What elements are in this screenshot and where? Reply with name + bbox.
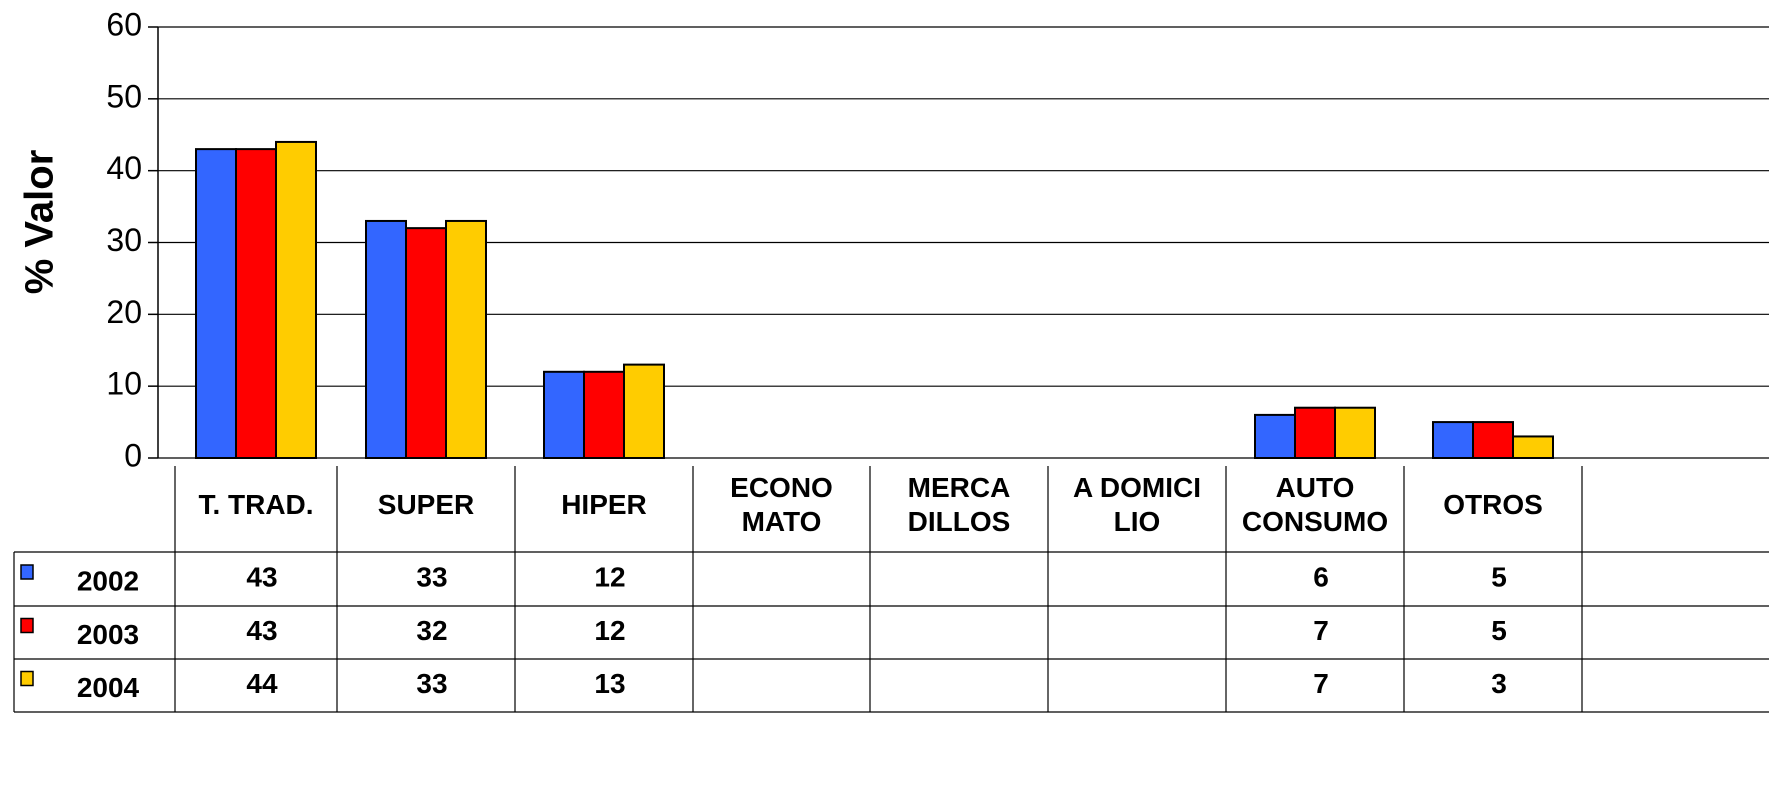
bar [235, 148, 277, 459]
x-tick-label: HIPER [561, 489, 647, 520]
table-value: 33 [416, 668, 447, 699]
y-tick-label: 60 [106, 6, 142, 42]
legend-swatch [20, 564, 34, 580]
y-tick-label: 10 [106, 366, 142, 402]
x-tick-label: SUPER [377, 489, 475, 520]
table-value: 7 [1313, 615, 1329, 646]
legend-swatch [20, 617, 34, 634]
table-value: 43 [246, 615, 277, 646]
bar [365, 219, 407, 459]
bar [1512, 435, 1554, 460]
table-value: 7 [1313, 668, 1329, 699]
bar [543, 370, 585, 459]
bar [1432, 421, 1474, 460]
y-axis-title: % Valor [18, 150, 62, 295]
table-value: 32 [416, 615, 447, 646]
y-tick-label: 0 [124, 437, 142, 473]
table-value: 44 [246, 668, 278, 699]
y-tick-label: 20 [106, 294, 142, 330]
bar [1294, 406, 1336, 460]
bar [275, 140, 317, 460]
table-value: 5 [1491, 615, 1507, 646]
bar [195, 148, 237, 459]
x-tick-label: A DOMICI LIO [1072, 472, 1202, 537]
x-tick-label: T. TRAD. [198, 489, 314, 520]
y-tick-label: 40 [106, 150, 142, 186]
x-tick-label: ECONO MATO [730, 472, 833, 537]
table-value: 3 [1491, 668, 1507, 699]
bar [623, 363, 665, 459]
bar [1472, 421, 1514, 460]
bar [1334, 406, 1376, 460]
legend-label: 2003 [77, 619, 139, 650]
bar [445, 219, 487, 459]
table-value: 13 [594, 668, 625, 699]
table-value: 12 [594, 615, 625, 646]
bar [1254, 413, 1296, 459]
table-value: 12 [594, 561, 625, 592]
bar [583, 370, 625, 459]
y-tick-label: 50 [106, 78, 142, 114]
y-tick-label: 30 [106, 222, 142, 258]
x-tick-label: MERCA DILLOS [907, 472, 1011, 537]
legend-label: 2004 [77, 672, 140, 703]
x-tick-label: OTROS [1443, 489, 1543, 520]
table-value: 33 [416, 561, 447, 592]
table-value: 5 [1491, 561, 1507, 592]
bar [405, 227, 447, 459]
table-value: 6 [1313, 561, 1329, 592]
legend-swatch [20, 670, 34, 687]
legend-label: 2002 [77, 565, 139, 596]
table-value: 43 [246, 561, 277, 592]
x-tick-label: AUTO CONSUMO [1241, 472, 1389, 537]
